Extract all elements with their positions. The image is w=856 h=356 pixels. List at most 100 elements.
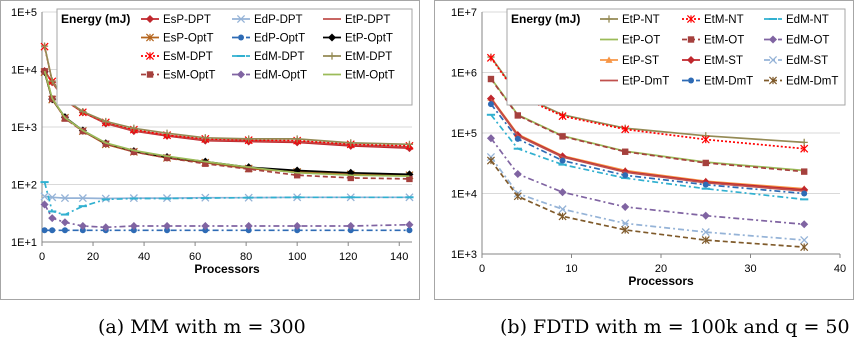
series-EtM-OptT	[43, 70, 410, 177]
legend-box	[506, 8, 846, 106]
data-point	[130, 124, 138, 132]
data-point	[800, 235, 809, 245]
series-EdM-ST	[486, 153, 809, 245]
data-point	[49, 227, 56, 234]
data-point	[78, 194, 87, 203]
legend-entry: EdP-OptT	[232, 33, 305, 45]
legend-entry: EtP-ST	[600, 55, 659, 67]
data-point	[102, 140, 109, 148]
data-point	[621, 219, 630, 228]
series-EdM-DPT	[40, 181, 414, 216]
series-line	[490, 78, 805, 173]
series-line	[490, 156, 805, 241]
legend-marker	[145, 51, 155, 61]
chart-fdtd-svg: 1E+3 1E+4 1E+5 1E+6 1E+7 0 10 20 30 40 Processors E…	[434, 0, 854, 300]
data-point	[164, 227, 171, 234]
series-EtP-DmT	[490, 98, 805, 192]
y-tick-label: 1E+6	[451, 68, 477, 80]
y-tick-label: 1E+4	[451, 189, 477, 201]
legend-entry: EtM-DPT	[323, 51, 392, 63]
legend-entry: EdM-DPT	[232, 51, 304, 63]
legend-entry: EtP-NT	[600, 14, 660, 26]
legend-label: EdM-ST	[786, 55, 828, 67]
series-line	[43, 70, 410, 177]
data-point	[60, 194, 70, 203]
legend-label: EtM-ST	[704, 55, 743, 67]
legend-entry: EdM-NT	[764, 14, 829, 26]
legend-label: EdM-NT	[786, 14, 829, 26]
data-point	[558, 188, 567, 197]
data-point	[245, 165, 252, 173]
data-point	[486, 156, 495, 165]
data-point	[293, 135, 301, 143]
legend-entry: EdM-DmT	[764, 76, 838, 88]
data-point	[347, 227, 354, 234]
data-point	[79, 227, 86, 234]
x-tick-label: 20	[655, 263, 667, 275]
legend-entry: EsM-OptT	[141, 70, 215, 82]
legend-label: EtP-DPT	[345, 14, 390, 26]
legend-label: EtP-OptT	[345, 33, 393, 45]
data-point	[622, 148, 629, 155]
series-EtM-OT	[487, 75, 808, 175]
legend-entry: EtM-OT	[682, 35, 744, 47]
data-point	[701, 228, 710, 237]
legend-label: EdP-OptT	[254, 33, 305, 45]
data-point	[202, 227, 209, 234]
data-point	[486, 134, 495, 143]
legend-entry: EsP-DPT	[141, 14, 211, 26]
data-point	[406, 227, 413, 234]
data-point	[514, 135, 521, 142]
x-tick-label: 40	[834, 263, 846, 275]
data-point	[702, 159, 709, 167]
data-point	[513, 169, 522, 179]
data-point	[244, 221, 253, 230]
legend-label: EtM-OptT	[345, 70, 395, 82]
legend-label: EtP-NT	[622, 14, 660, 26]
y-tick-label: 1E+3	[11, 122, 37, 134]
series-EdM-DmT	[486, 156, 809, 252]
data-point	[102, 117, 110, 126]
data-point	[801, 190, 808, 197]
y-axis-title: Energy (mJ)	[511, 12, 580, 26]
series-EdM-OT	[486, 134, 809, 229]
data-point	[621, 202, 630, 211]
legend-label: EdM-DmT	[786, 76, 838, 88]
data-point	[487, 101, 494, 108]
x-tick-label: 120	[339, 251, 357, 263]
chart-panel-fdtd: 1E+3 1E+4 1E+5 1E+6 1E+7 0 10 20 30 40 Processors E…	[434, 0, 854, 300]
legend-label: EdM-OT	[786, 35, 829, 47]
data-point	[405, 140, 414, 148]
data-point	[513, 192, 522, 201]
data-point	[514, 112, 521, 119]
data-point	[701, 236, 710, 245]
legend-marker	[236, 70, 246, 79]
legend-marker	[686, 14, 696, 24]
legend-entry: EtM-ST	[682, 55, 743, 67]
series-line	[490, 137, 805, 226]
series-line	[490, 114, 805, 201]
legend-label: EtM-DPT	[345, 51, 392, 63]
data-point	[163, 129, 171, 137]
data-point	[346, 221, 355, 230]
y-tick-label: 1E+5	[451, 128, 477, 140]
legend-label: EtP-OT	[622, 35, 660, 47]
x-tick-label: 80	[240, 251, 252, 263]
data-point	[201, 134, 209, 142]
legend-entry: EdP-DPT	[232, 14, 303, 26]
data-point	[406, 175, 413, 183]
legend-entry: EtP-OT	[600, 35, 660, 47]
legend-marker	[146, 71, 154, 78]
legend-label: EtM-OT	[704, 35, 744, 47]
data-point	[163, 154, 171, 162]
data-point	[101, 223, 110, 232]
data-point	[347, 139, 355, 147]
data-point	[60, 218, 69, 227]
legend-entry: EtP-DmT	[600, 76, 669, 88]
legend-label: EsM-DPT	[163, 51, 213, 63]
y-tick-label: 1E+4	[11, 65, 37, 77]
data-point	[405, 220, 414, 229]
data-point	[487, 75, 495, 83]
data-point	[701, 211, 710, 220]
legend-marker	[238, 34, 244, 41]
